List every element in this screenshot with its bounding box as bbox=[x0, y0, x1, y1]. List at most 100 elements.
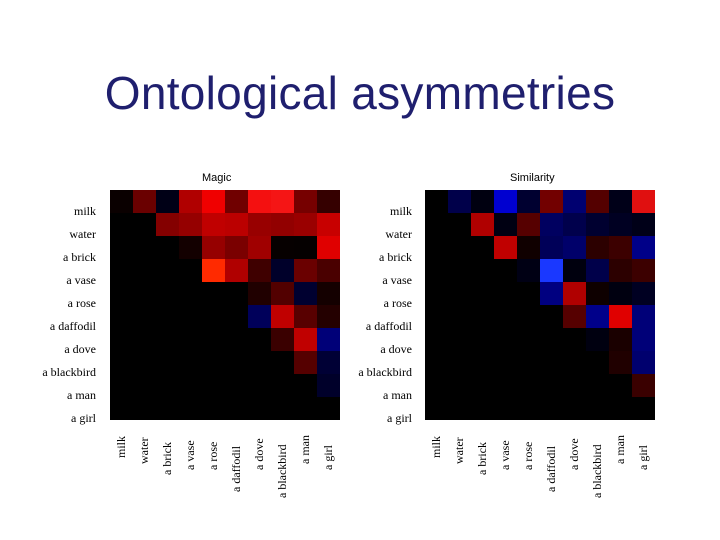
cell-3-0 bbox=[425, 259, 448, 282]
cell-6-6 bbox=[563, 328, 586, 351]
cell-9-1 bbox=[448, 397, 471, 420]
cell-6-1 bbox=[448, 328, 471, 351]
cell-1-2 bbox=[471, 213, 494, 236]
cell-4-4 bbox=[202, 282, 225, 305]
column-label: a blackbird bbox=[275, 443, 289, 498]
cell-7-8 bbox=[609, 351, 632, 374]
cell-6-4 bbox=[517, 328, 540, 351]
cell-6-9 bbox=[632, 328, 655, 351]
cell-6-2 bbox=[156, 328, 179, 351]
cell-5-9 bbox=[317, 305, 340, 328]
cell-5-2 bbox=[471, 305, 494, 328]
cell-5-5 bbox=[225, 305, 248, 328]
row-label: a blackbird bbox=[42, 365, 96, 379]
cell-3-9 bbox=[317, 259, 340, 282]
cell-7-8 bbox=[294, 351, 317, 374]
cell-8-4 bbox=[517, 374, 540, 397]
cell-1-3 bbox=[494, 213, 517, 236]
column-label: a dove bbox=[252, 437, 266, 470]
column-label: water bbox=[137, 437, 151, 464]
cell-6-5 bbox=[225, 328, 248, 351]
cell-3-7 bbox=[586, 259, 609, 282]
cell-6-6 bbox=[248, 328, 271, 351]
row-label: a vase bbox=[382, 273, 412, 287]
cell-0-9 bbox=[632, 190, 655, 213]
cell-7-1 bbox=[448, 351, 471, 374]
cell-2-7 bbox=[271, 236, 294, 259]
cell-3-4 bbox=[202, 259, 225, 282]
cell-5-7 bbox=[586, 305, 609, 328]
cell-1-7 bbox=[271, 213, 294, 236]
cell-0-8 bbox=[294, 190, 317, 213]
cell-1-7 bbox=[586, 213, 609, 236]
cell-7-9 bbox=[632, 351, 655, 374]
cell-1-0 bbox=[425, 213, 448, 236]
column-label: a blackbird bbox=[590, 443, 604, 498]
cell-5-6 bbox=[563, 305, 586, 328]
cell-5-3 bbox=[179, 305, 202, 328]
row-label: a man bbox=[67, 388, 96, 402]
cell-0-2 bbox=[471, 190, 494, 213]
cell-2-6 bbox=[563, 236, 586, 259]
cell-8-4 bbox=[202, 374, 225, 397]
cell-9-7 bbox=[586, 397, 609, 420]
cell-8-7 bbox=[586, 374, 609, 397]
column-label: a daffodil bbox=[229, 445, 243, 492]
cell-3-5 bbox=[540, 259, 563, 282]
cell-6-8 bbox=[294, 328, 317, 351]
cell-6-3 bbox=[494, 328, 517, 351]
cell-5-1 bbox=[448, 305, 471, 328]
cell-1-3 bbox=[179, 213, 202, 236]
row-label: a man bbox=[383, 388, 412, 402]
slide-title: Ontological asymmetries bbox=[104, 67, 616, 119]
cell-4-8 bbox=[609, 282, 632, 305]
cell-8-2 bbox=[471, 374, 494, 397]
cell-8-7 bbox=[271, 374, 294, 397]
cell-4-0 bbox=[110, 282, 133, 305]
column-label: a man bbox=[298, 435, 312, 464]
cell-3-3 bbox=[179, 259, 202, 282]
cell-0-2 bbox=[156, 190, 179, 213]
cell-5-2 bbox=[156, 305, 179, 328]
cell-4-8 bbox=[294, 282, 317, 305]
cell-5-8 bbox=[294, 305, 317, 328]
cell-2-0 bbox=[425, 236, 448, 259]
cell-0-8 bbox=[609, 190, 632, 213]
cell-6-1 bbox=[133, 328, 156, 351]
cell-8-1 bbox=[448, 374, 471, 397]
cell-5-1 bbox=[133, 305, 156, 328]
column-label: a rose bbox=[521, 441, 535, 470]
cell-6-8 bbox=[609, 328, 632, 351]
cell-4-9 bbox=[317, 282, 340, 305]
cell-2-1 bbox=[133, 236, 156, 259]
cell-6-3 bbox=[179, 328, 202, 351]
cell-9-9 bbox=[632, 397, 655, 420]
cell-9-8 bbox=[609, 397, 632, 420]
column-label: a vase bbox=[498, 439, 512, 470]
cell-8-6 bbox=[248, 374, 271, 397]
cell-1-0 bbox=[110, 213, 133, 236]
cell-3-2 bbox=[156, 259, 179, 282]
cell-6-7 bbox=[586, 328, 609, 351]
column-label: milk bbox=[114, 436, 128, 459]
cell-0-5 bbox=[225, 190, 248, 213]
cell-8-8 bbox=[609, 374, 632, 397]
cell-1-2 bbox=[156, 213, 179, 236]
cell-2-4 bbox=[202, 236, 225, 259]
column-label: a rose bbox=[206, 441, 220, 470]
cell-9-1 bbox=[133, 397, 156, 420]
cell-7-0 bbox=[110, 351, 133, 374]
cell-4-7 bbox=[271, 282, 294, 305]
cell-9-0 bbox=[425, 397, 448, 420]
cell-9-6 bbox=[563, 397, 586, 420]
cell-2-0 bbox=[110, 236, 133, 259]
cell-5-8 bbox=[609, 305, 632, 328]
cell-9-8 bbox=[294, 397, 317, 420]
cell-7-7 bbox=[586, 351, 609, 374]
cell-9-3 bbox=[494, 397, 517, 420]
cell-7-4 bbox=[202, 351, 225, 374]
cell-2-9 bbox=[317, 236, 340, 259]
cell-9-9 bbox=[317, 397, 340, 420]
cell-5-0 bbox=[110, 305, 133, 328]
cell-3-2 bbox=[471, 259, 494, 282]
